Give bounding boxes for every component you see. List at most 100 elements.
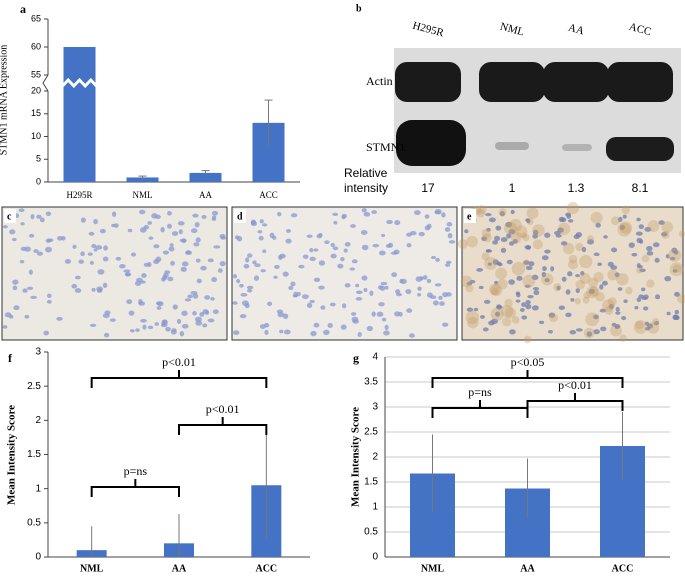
nucleus bbox=[506, 233, 512, 239]
significance-bracket bbox=[90, 479, 180, 497]
nucleus bbox=[313, 248, 319, 252]
nucleus bbox=[240, 292, 248, 297]
stain bbox=[647, 220, 660, 232]
nucleus bbox=[147, 325, 154, 330]
nucleus bbox=[138, 298, 143, 305]
nucleus bbox=[617, 287, 623, 291]
nucleus bbox=[201, 214, 207, 219]
nucleus bbox=[636, 217, 641, 222]
stain bbox=[465, 284, 474, 293]
nucleus bbox=[607, 261, 614, 267]
stain bbox=[477, 205, 487, 215]
stain bbox=[607, 297, 617, 307]
nucleus bbox=[508, 279, 515, 285]
y-tick-label: 3 bbox=[372, 402, 378, 413]
y-tick-label: 0 bbox=[36, 176, 41, 186]
stain bbox=[457, 238, 468, 250]
nucleus bbox=[363, 211, 371, 217]
nucleus bbox=[247, 253, 253, 258]
nucleus bbox=[127, 228, 133, 233]
nucleus bbox=[446, 292, 452, 297]
nucleus bbox=[623, 299, 628, 304]
nucleus bbox=[192, 311, 197, 316]
nucleus bbox=[664, 276, 672, 282]
nucleus bbox=[161, 277, 166, 282]
nucleus bbox=[302, 254, 309, 259]
nucleus bbox=[654, 321, 660, 326]
nucleus bbox=[102, 282, 108, 289]
nucleus bbox=[176, 318, 182, 325]
nucleus bbox=[285, 238, 292, 244]
nucleus bbox=[262, 223, 268, 227]
nucleus bbox=[236, 235, 243, 242]
nucleus bbox=[80, 251, 85, 257]
nucleus bbox=[580, 271, 585, 276]
nucleus bbox=[671, 247, 678, 254]
nucleus bbox=[309, 299, 315, 304]
panel-label: g bbox=[353, 351, 359, 365]
x-tick-label: NML bbox=[133, 190, 153, 200]
stain bbox=[641, 254, 650, 263]
nucleus bbox=[273, 275, 278, 279]
stain bbox=[607, 269, 619, 281]
nucleus bbox=[332, 246, 339, 251]
nucleus bbox=[332, 212, 339, 217]
intensity: 17 bbox=[421, 181, 435, 195]
nucleus bbox=[168, 246, 175, 252]
stmn1-band bbox=[562, 144, 592, 151]
row-label: Actin bbox=[366, 74, 393, 88]
actin-band bbox=[479, 62, 545, 102]
intensity: 8.1 bbox=[632, 181, 649, 195]
stain bbox=[523, 335, 532, 344]
nucleus bbox=[560, 217, 567, 223]
micrograph bbox=[231, 206, 458, 341]
nucleus bbox=[135, 328, 140, 332]
nucleus bbox=[357, 331, 362, 338]
nucleus bbox=[167, 276, 174, 282]
nucleus bbox=[532, 233, 539, 239]
nucleus bbox=[147, 221, 152, 225]
nucleus bbox=[141, 273, 147, 278]
nucleus bbox=[96, 286, 103, 292]
stain bbox=[575, 242, 584, 252]
nucleus bbox=[123, 269, 131, 273]
nucleus bbox=[565, 289, 571, 295]
nucleus bbox=[600, 326, 607, 332]
nucleus bbox=[232, 301, 238, 305]
label-box bbox=[4, 209, 16, 223]
stain bbox=[579, 273, 591, 284]
nucleus bbox=[619, 224, 626, 231]
stain bbox=[489, 284, 501, 296]
stain bbox=[515, 225, 528, 238]
nucleus bbox=[384, 324, 389, 330]
nucleus bbox=[429, 295, 437, 300]
nucleus bbox=[398, 311, 403, 317]
nucleus bbox=[91, 243, 97, 249]
nucleus bbox=[516, 275, 523, 281]
nucleus bbox=[30, 295, 37, 300]
nucleus bbox=[71, 283, 78, 289]
nucleus bbox=[109, 318, 116, 322]
p-value: p<0.01 bbox=[162, 355, 196, 369]
nucleus bbox=[74, 275, 81, 280]
nucleus bbox=[154, 322, 159, 326]
nucleus bbox=[309, 256, 316, 262]
x-tick-label: AA bbox=[520, 563, 535, 574]
nucleus bbox=[64, 259, 72, 264]
nucleus bbox=[615, 311, 621, 315]
nucleus bbox=[438, 295, 443, 300]
y-tick-label: 1 bbox=[35, 483, 41, 494]
bar-break bbox=[61, 77, 98, 89]
nucleus bbox=[180, 266, 187, 272]
nucleus bbox=[395, 289, 401, 295]
nucleus bbox=[414, 210, 421, 216]
nucleus bbox=[99, 228, 106, 234]
x-tick-label: H295R bbox=[66, 190, 92, 200]
nucleus bbox=[466, 307, 474, 312]
nucleus bbox=[526, 218, 531, 224]
significance-bracket bbox=[90, 370, 268, 388]
label-box bbox=[234, 209, 246, 223]
nucleus bbox=[575, 328, 583, 332]
lane-label: ACC bbox=[628, 21, 653, 38]
nucleus bbox=[28, 269, 33, 275]
